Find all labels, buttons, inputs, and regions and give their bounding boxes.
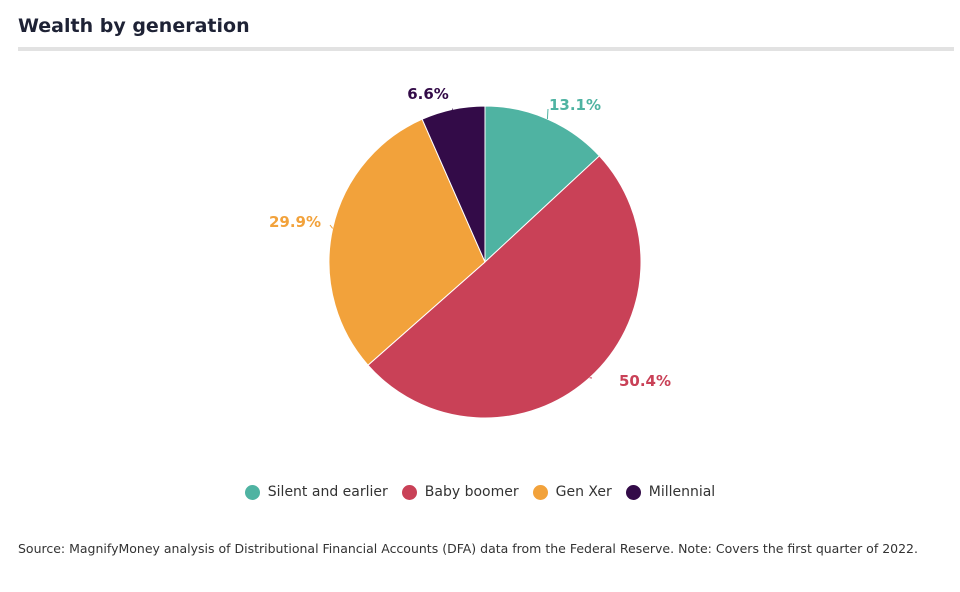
pie-slice-baby-boomer xyxy=(367,155,642,419)
pie-slice-gen-xer xyxy=(328,118,486,366)
legend-label: Millennial xyxy=(648,484,716,500)
data-label: 50.4% xyxy=(619,372,671,390)
legend-swatch xyxy=(401,484,417,500)
data-label: 13.1% xyxy=(549,96,601,114)
legend-swatch xyxy=(244,484,260,500)
data-label: 29.9% xyxy=(269,213,321,231)
leader-line xyxy=(546,108,549,120)
legend-item: Millennial xyxy=(625,484,716,500)
legend-item: Gen Xer xyxy=(532,484,612,500)
data-label: 6.6% xyxy=(407,85,449,103)
chart-title: Wealth by generation xyxy=(18,15,250,37)
pie-slice-millennial xyxy=(421,105,486,263)
legend-label: Silent and earlier xyxy=(267,484,388,500)
pie-slice-silent-and-earlier xyxy=(484,105,601,264)
source-note: Source: MagnifyMoney analysis of Distrib… xyxy=(18,541,918,556)
legend-item: Silent and earlier xyxy=(244,484,388,500)
pie-chart: 13.1% 50.4% 29.9% 6.6% xyxy=(269,85,671,419)
legend: Silent and earlier Baby boomer Gen Xer Mill… xyxy=(0,484,960,500)
title-divider xyxy=(18,47,954,51)
legend-label: Gen Xer xyxy=(555,484,612,500)
legend-label: Baby boomer xyxy=(424,484,519,500)
legend-swatch xyxy=(532,484,548,500)
leader-line xyxy=(329,224,334,229)
legend-item: Baby boomer xyxy=(401,484,519,500)
legend-swatch xyxy=(625,484,641,500)
